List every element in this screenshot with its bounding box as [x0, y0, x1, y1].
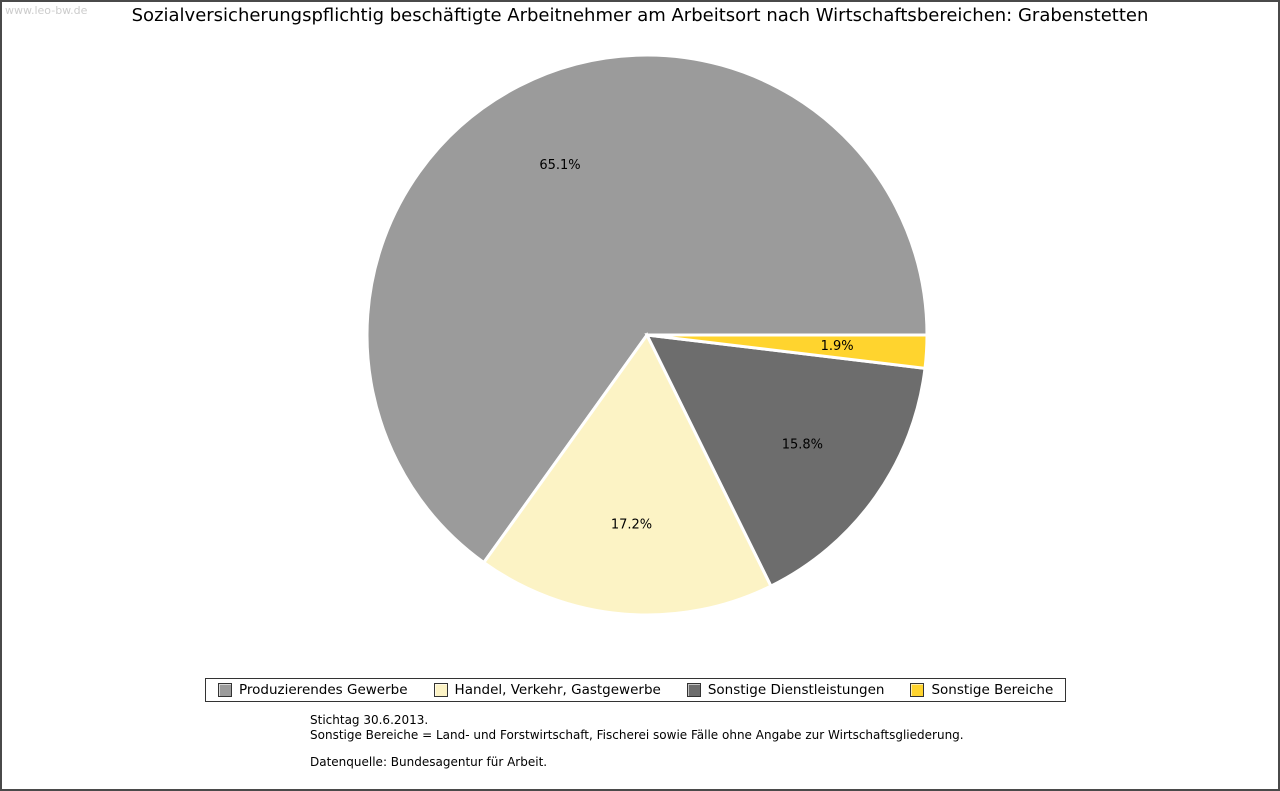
slice-label: 15.8%: [782, 438, 823, 453]
legend-swatch-icon: [433, 683, 448, 697]
footnote-line: Stichtag 30.6.2013.: [310, 713, 429, 727]
pie-slice: [646, 333, 929, 371]
legend-label: Sonstige Bereiche: [931, 682, 1054, 698]
legend-label: Handel, Verkehr, Gastgewerbe: [454, 682, 661, 698]
legend-swatch-icon: [218, 683, 232, 697]
legend-item: Produzierendes Gewerbe: [218, 682, 408, 698]
slice-label: 17.2%: [611, 517, 652, 532]
legend-label: Sonstige Dienstleistungen: [707, 682, 885, 698]
page-title: Sozialversicherungspflichtig beschäftigt…: [131, 5, 1149, 26]
legend-item: Sonstige Bereiche: [910, 682, 1053, 698]
pie-slice: [481, 332, 773, 617]
slice-label: 1.9%: [821, 339, 854, 354]
legend-label: Produzierendes Gewerbe: [239, 682, 408, 698]
pie-slice: [365, 53, 929, 565]
slice-label: 65.1%: [539, 158, 580, 173]
footnotes: Stichtag 30.6.2013. Sonstige Bereiche = …: [310, 713, 964, 770]
footnote-line: Sonstige Bereiche = Land- und Forstwirts…: [310, 727, 964, 742]
watermark: www.leo-bw.de: [5, 4, 88, 17]
legend-swatch-icon: [686, 683, 701, 697]
pie-slice: [644, 333, 927, 589]
footnote-line: Datenquelle: Bundesagentur für Arbeit.: [310, 755, 548, 769]
legend-item: Sonstige Dienstleistungen: [686, 682, 885, 698]
legend-swatch-icon: [910, 683, 925, 697]
legend-item: Handel, Verkehr, Gastgewerbe: [433, 682, 661, 698]
legend: Produzierendes Gewerbe Handel, Verkehr, …: [205, 678, 1067, 702]
